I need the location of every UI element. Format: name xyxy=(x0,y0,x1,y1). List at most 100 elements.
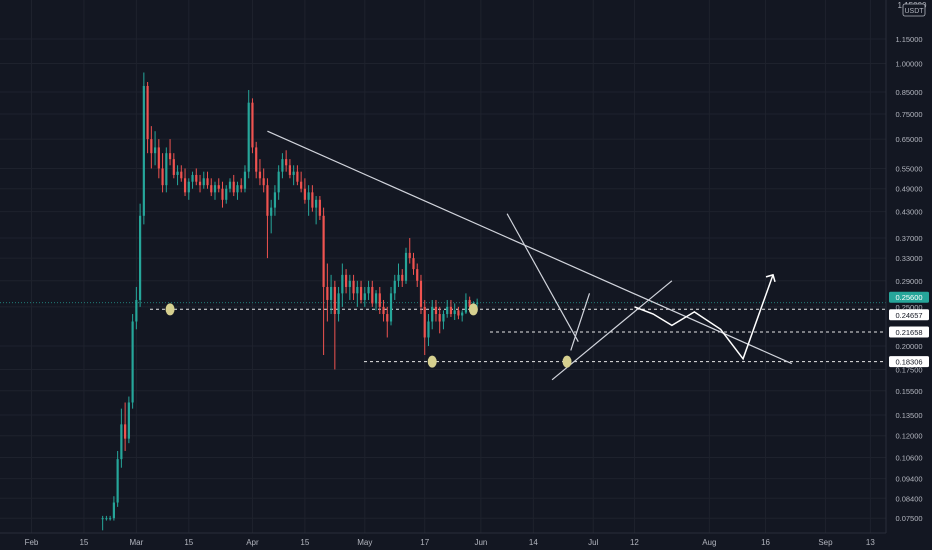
x-tick-label: 13 xyxy=(866,538,875,547)
candle-body xyxy=(131,321,134,403)
x-tick-label: 14 xyxy=(529,538,538,547)
candle-body xyxy=(412,258,415,270)
y-tick-label: 0.10600 xyxy=(895,453,922,462)
candle-body xyxy=(255,147,258,172)
candle-body xyxy=(172,159,175,175)
candle-body xyxy=(427,321,430,338)
candle-body xyxy=(419,280,423,307)
candle-body xyxy=(311,192,314,208)
price-tag: 0.21658 xyxy=(889,326,929,338)
y-tick-label: 0.09400 xyxy=(895,475,922,484)
candle-body xyxy=(240,185,243,189)
candle-body xyxy=(124,424,127,439)
price-tag: 0.25600 xyxy=(889,291,929,303)
candle-body xyxy=(165,153,168,186)
y-tick-label: 0.17500 xyxy=(895,365,922,374)
candle-body xyxy=(247,102,250,172)
candle-body xyxy=(449,306,453,315)
candle-body xyxy=(153,147,157,154)
candle-body xyxy=(344,274,348,287)
candle-body xyxy=(161,168,164,186)
candle-body xyxy=(408,252,411,259)
y-tick-label: 0.55000 xyxy=(895,164,922,173)
grid-lines xyxy=(0,0,886,533)
x-tick-label: Aug xyxy=(702,538,716,547)
time-axis[interactable]: Feb 15 Mar 15 Apr 15 May 17 Jun 14 Jul 12 Aug 16 Sep 13 xyxy=(25,538,876,547)
candle-body xyxy=(112,502,115,519)
candle-body xyxy=(393,280,396,294)
candle-body xyxy=(198,181,202,186)
y-tick-label: 0.07500 xyxy=(895,514,922,523)
currency-badge[interactable] xyxy=(902,3,926,17)
x-tick-label: Sep xyxy=(818,538,833,547)
x-tick-label: Feb xyxy=(25,538,39,547)
candle-body xyxy=(187,181,190,193)
candle-body xyxy=(322,215,325,287)
candle-body xyxy=(476,302,479,304)
price-tag: 0.24657 xyxy=(889,309,929,321)
level-marker xyxy=(562,355,572,368)
candle-body xyxy=(389,293,393,322)
candle-body xyxy=(337,293,340,315)
price-tag-label: 0.25600 xyxy=(895,293,922,302)
candle-body xyxy=(401,274,404,281)
x-tick-label: 15 xyxy=(300,538,309,547)
candle-body xyxy=(333,286,336,315)
candle-body xyxy=(120,424,123,460)
candle-body xyxy=(232,181,235,193)
candle-body xyxy=(225,188,228,200)
x-tick-label: 15 xyxy=(79,538,88,547)
y-tick-label: 0.25000 xyxy=(895,303,922,312)
price-tag-label: 0.18306 xyxy=(895,358,922,367)
candle-body xyxy=(363,293,366,300)
candle-body xyxy=(202,178,205,186)
y-tick-label: 0.65000 xyxy=(895,135,922,144)
y-tick-label: 0.13500 xyxy=(895,411,922,420)
trendline xyxy=(506,213,579,342)
candle-body xyxy=(109,518,112,520)
candle-body xyxy=(142,85,145,216)
candle-body xyxy=(127,402,130,439)
candle-body xyxy=(206,178,209,186)
x-tick-label: 15 xyxy=(184,538,193,547)
drawings xyxy=(267,130,792,381)
candle-body xyxy=(296,171,299,182)
candle-body xyxy=(352,280,355,294)
candle-body xyxy=(281,159,284,172)
candle-body xyxy=(341,274,344,294)
candle-body xyxy=(176,171,179,175)
x-tick-label: Jul xyxy=(588,538,598,547)
candle-body xyxy=(356,286,359,294)
candle-body xyxy=(101,518,104,520)
projection-path xyxy=(634,274,774,361)
candle-body xyxy=(273,192,277,208)
candle-body xyxy=(434,306,438,315)
price-tag-label: 0.21658 xyxy=(895,328,922,337)
candle-body xyxy=(404,252,408,281)
x-tick-label: Apr xyxy=(246,538,259,547)
level-marker xyxy=(468,303,478,316)
candle-body xyxy=(292,171,295,175)
level-marker xyxy=(427,355,437,368)
trendline xyxy=(267,130,792,365)
candle-body xyxy=(300,181,303,189)
candle-body xyxy=(157,147,160,169)
y-tick-label: 0.37000 xyxy=(895,234,922,243)
candle-body xyxy=(378,293,381,307)
candle-body xyxy=(116,459,119,503)
price-tag-bg xyxy=(889,291,929,303)
y-tick-label: 0.33000 xyxy=(895,254,922,263)
price-axis[interactable]: 1.15000 1.00000 0.85000 0.75000 0.65000 0.550… xyxy=(895,35,922,523)
candle-body xyxy=(442,314,445,322)
trendline xyxy=(570,293,591,351)
candles xyxy=(101,72,479,531)
candle-body xyxy=(457,310,460,316)
candle-body xyxy=(258,171,262,179)
candle-body xyxy=(318,199,321,216)
candle-body xyxy=(221,188,224,200)
trendline xyxy=(551,280,673,381)
candle-body xyxy=(210,185,213,193)
candle-body xyxy=(191,174,194,182)
candle-body xyxy=(461,312,464,316)
